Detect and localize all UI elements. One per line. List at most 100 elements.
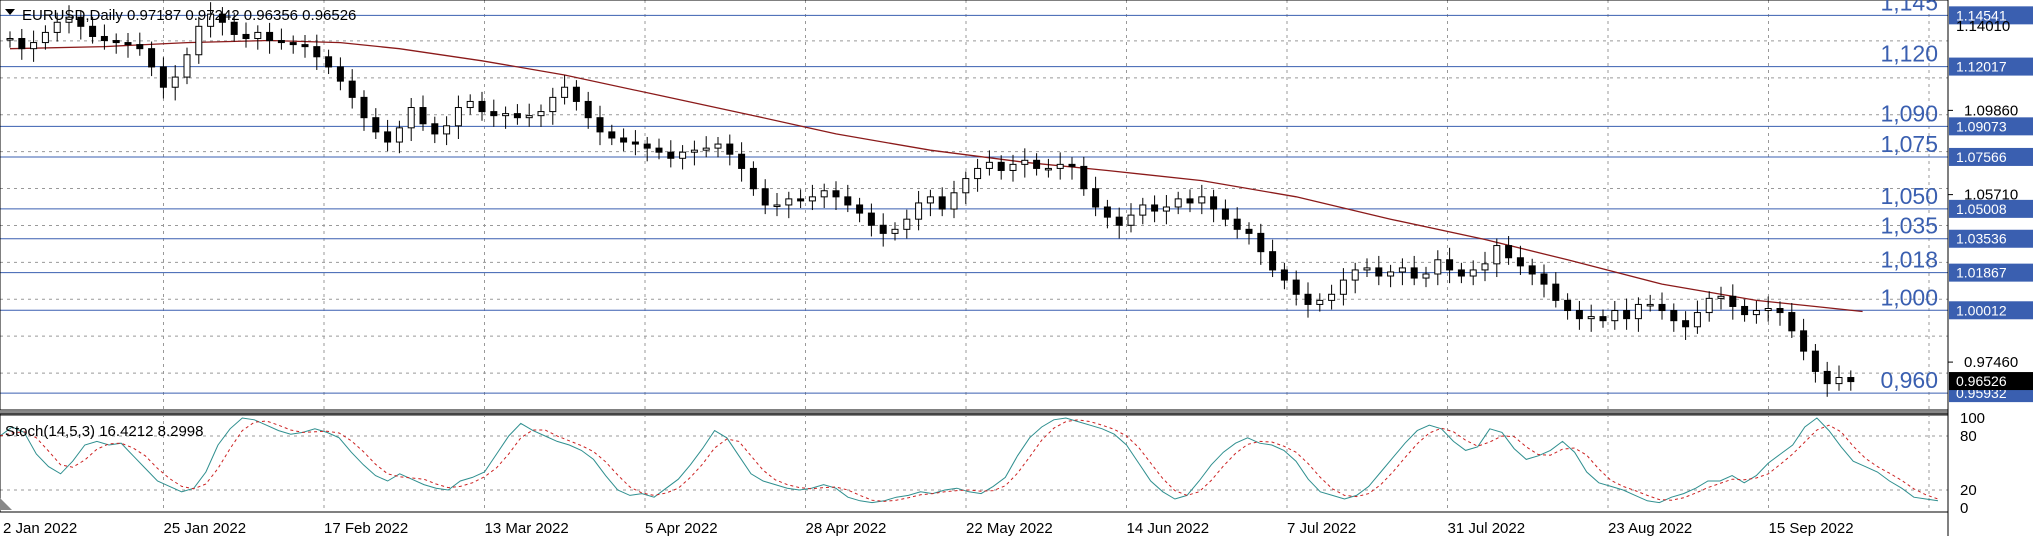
candle-body — [1705, 297, 1713, 314]
candle-body — [1552, 283, 1560, 301]
candle-body — [1257, 232, 1265, 253]
candle-body — [136, 44, 144, 50]
level-badge-label: 1.07566 — [1956, 149, 2007, 165]
candle-body — [974, 167, 982, 180]
level-label: 1,000 — [1880, 284, 1938, 310]
candle-body — [1387, 271, 1395, 277]
candle-body — [431, 123, 439, 135]
candle-body — [171, 76, 179, 88]
candle-body — [183, 54, 191, 78]
candle-body — [1021, 159, 1029, 165]
candle-body — [915, 202, 923, 220]
candle-body — [1505, 245, 1513, 259]
candle-body — [679, 151, 687, 159]
candle-body — [1139, 204, 1147, 216]
candle-body — [1044, 167, 1052, 171]
candle-body — [372, 117, 380, 133]
candle-body — [254, 31, 262, 40]
candle-body — [1611, 310, 1619, 322]
price-axis-label: 1.14010 — [1956, 18, 2010, 35]
candle-body — [313, 46, 321, 58]
candle-body — [1729, 295, 1737, 307]
level-label: 1,075 — [1880, 131, 1938, 157]
x-tick-label: 23 Aug 2022 — [1608, 520, 1692, 536]
candle-body — [478, 100, 486, 113]
stoch-indicator-label: Stoch(14,5,3) 16.4212 8.2998 — [5, 423, 204, 440]
candle-body — [1658, 303, 1666, 312]
candle-body — [289, 42, 297, 46]
level-label: 1,120 — [1880, 41, 1938, 67]
candle-body — [1221, 208, 1229, 220]
candle-body — [490, 111, 498, 117]
candle-body — [844, 196, 852, 206]
level-badge-label: 1.09073 — [1956, 118, 2007, 134]
chart-header: EURUSD,Daily 0.97187 0.97242 0.96356 0.9… — [22, 7, 356, 24]
x-tick-label: 25 Jan 2022 — [164, 520, 247, 536]
candle-body — [1363, 267, 1371, 271]
candle-body — [1811, 350, 1819, 372]
candle-body — [100, 35, 108, 42]
candle-body — [832, 190, 840, 198]
candle-body — [325, 56, 333, 68]
candle-body — [30, 42, 38, 50]
candle-body — [1516, 257, 1524, 267]
candle-body — [962, 178, 970, 194]
candle-body — [608, 131, 616, 139]
candle-body — [1599, 316, 1607, 322]
candle-body — [1457, 269, 1465, 277]
x-tick-label: 28 Apr 2022 — [806, 520, 887, 536]
candle-body — [1080, 165, 1088, 190]
candle-body — [1682, 320, 1690, 328]
candle-body — [407, 107, 415, 129]
candle-body — [525, 115, 533, 119]
candle-body — [1162, 206, 1170, 212]
x-tick-label: 2 Jan 2022 — [3, 520, 77, 536]
candle-body — [1009, 163, 1017, 171]
candle-body — [454, 107, 462, 127]
level-label: 1,090 — [1880, 100, 1938, 126]
corner-triangle-icon — [0, 498, 12, 510]
candle-body — [726, 143, 734, 155]
level-badge-label: 1.12017 — [1956, 59, 2007, 75]
candle-body — [6, 38, 14, 41]
candle-body — [1127, 214, 1135, 226]
level-badge — [1949, 57, 2033, 76]
stoch-y-label: 0 — [1960, 500, 1968, 517]
candle-body — [1245, 228, 1253, 234]
candle-body — [1670, 310, 1678, 322]
level-badge — [1949, 147, 2033, 166]
y-tick-label: 0.97460 — [1964, 354, 2018, 371]
candle-body — [938, 196, 946, 210]
x-tick-label: 15 Sep 2022 — [1769, 520, 1854, 536]
candle-body — [1752, 310, 1760, 316]
y-tick-label: 1.05710 — [1964, 187, 2018, 204]
candle-body — [1375, 267, 1383, 277]
candle-body — [620, 137, 628, 143]
candle-body — [242, 33, 250, 40]
candle-body — [443, 125, 451, 135]
x-tick-label: 31 Jul 2022 — [1448, 520, 1526, 536]
candle-body — [218, 13, 226, 23]
stoch-y-label: 80 — [1960, 428, 1977, 445]
candle-body — [266, 31, 274, 42]
candle-body — [207, 13, 215, 27]
candle-body — [1693, 312, 1701, 328]
candle-body — [643, 143, 651, 149]
candle-body — [1292, 279, 1300, 295]
candle-body — [1540, 273, 1548, 285]
candle-body — [797, 198, 805, 202]
candle-body — [77, 16, 85, 27]
candle-body — [572, 86, 580, 102]
candle-body — [195, 25, 203, 56]
candle-body — [1564, 299, 1572, 312]
x-tick-label: 17 Feb 2022 — [324, 520, 408, 536]
candle-body — [1823, 370, 1831, 385]
candle-body — [1835, 377, 1843, 385]
candle-body — [1493, 245, 1501, 265]
candle-body — [336, 66, 344, 82]
candle-body — [1269, 251, 1277, 271]
candle-body — [1446, 259, 1454, 271]
level-badge — [1949, 301, 2033, 320]
candle-body — [502, 113, 510, 117]
